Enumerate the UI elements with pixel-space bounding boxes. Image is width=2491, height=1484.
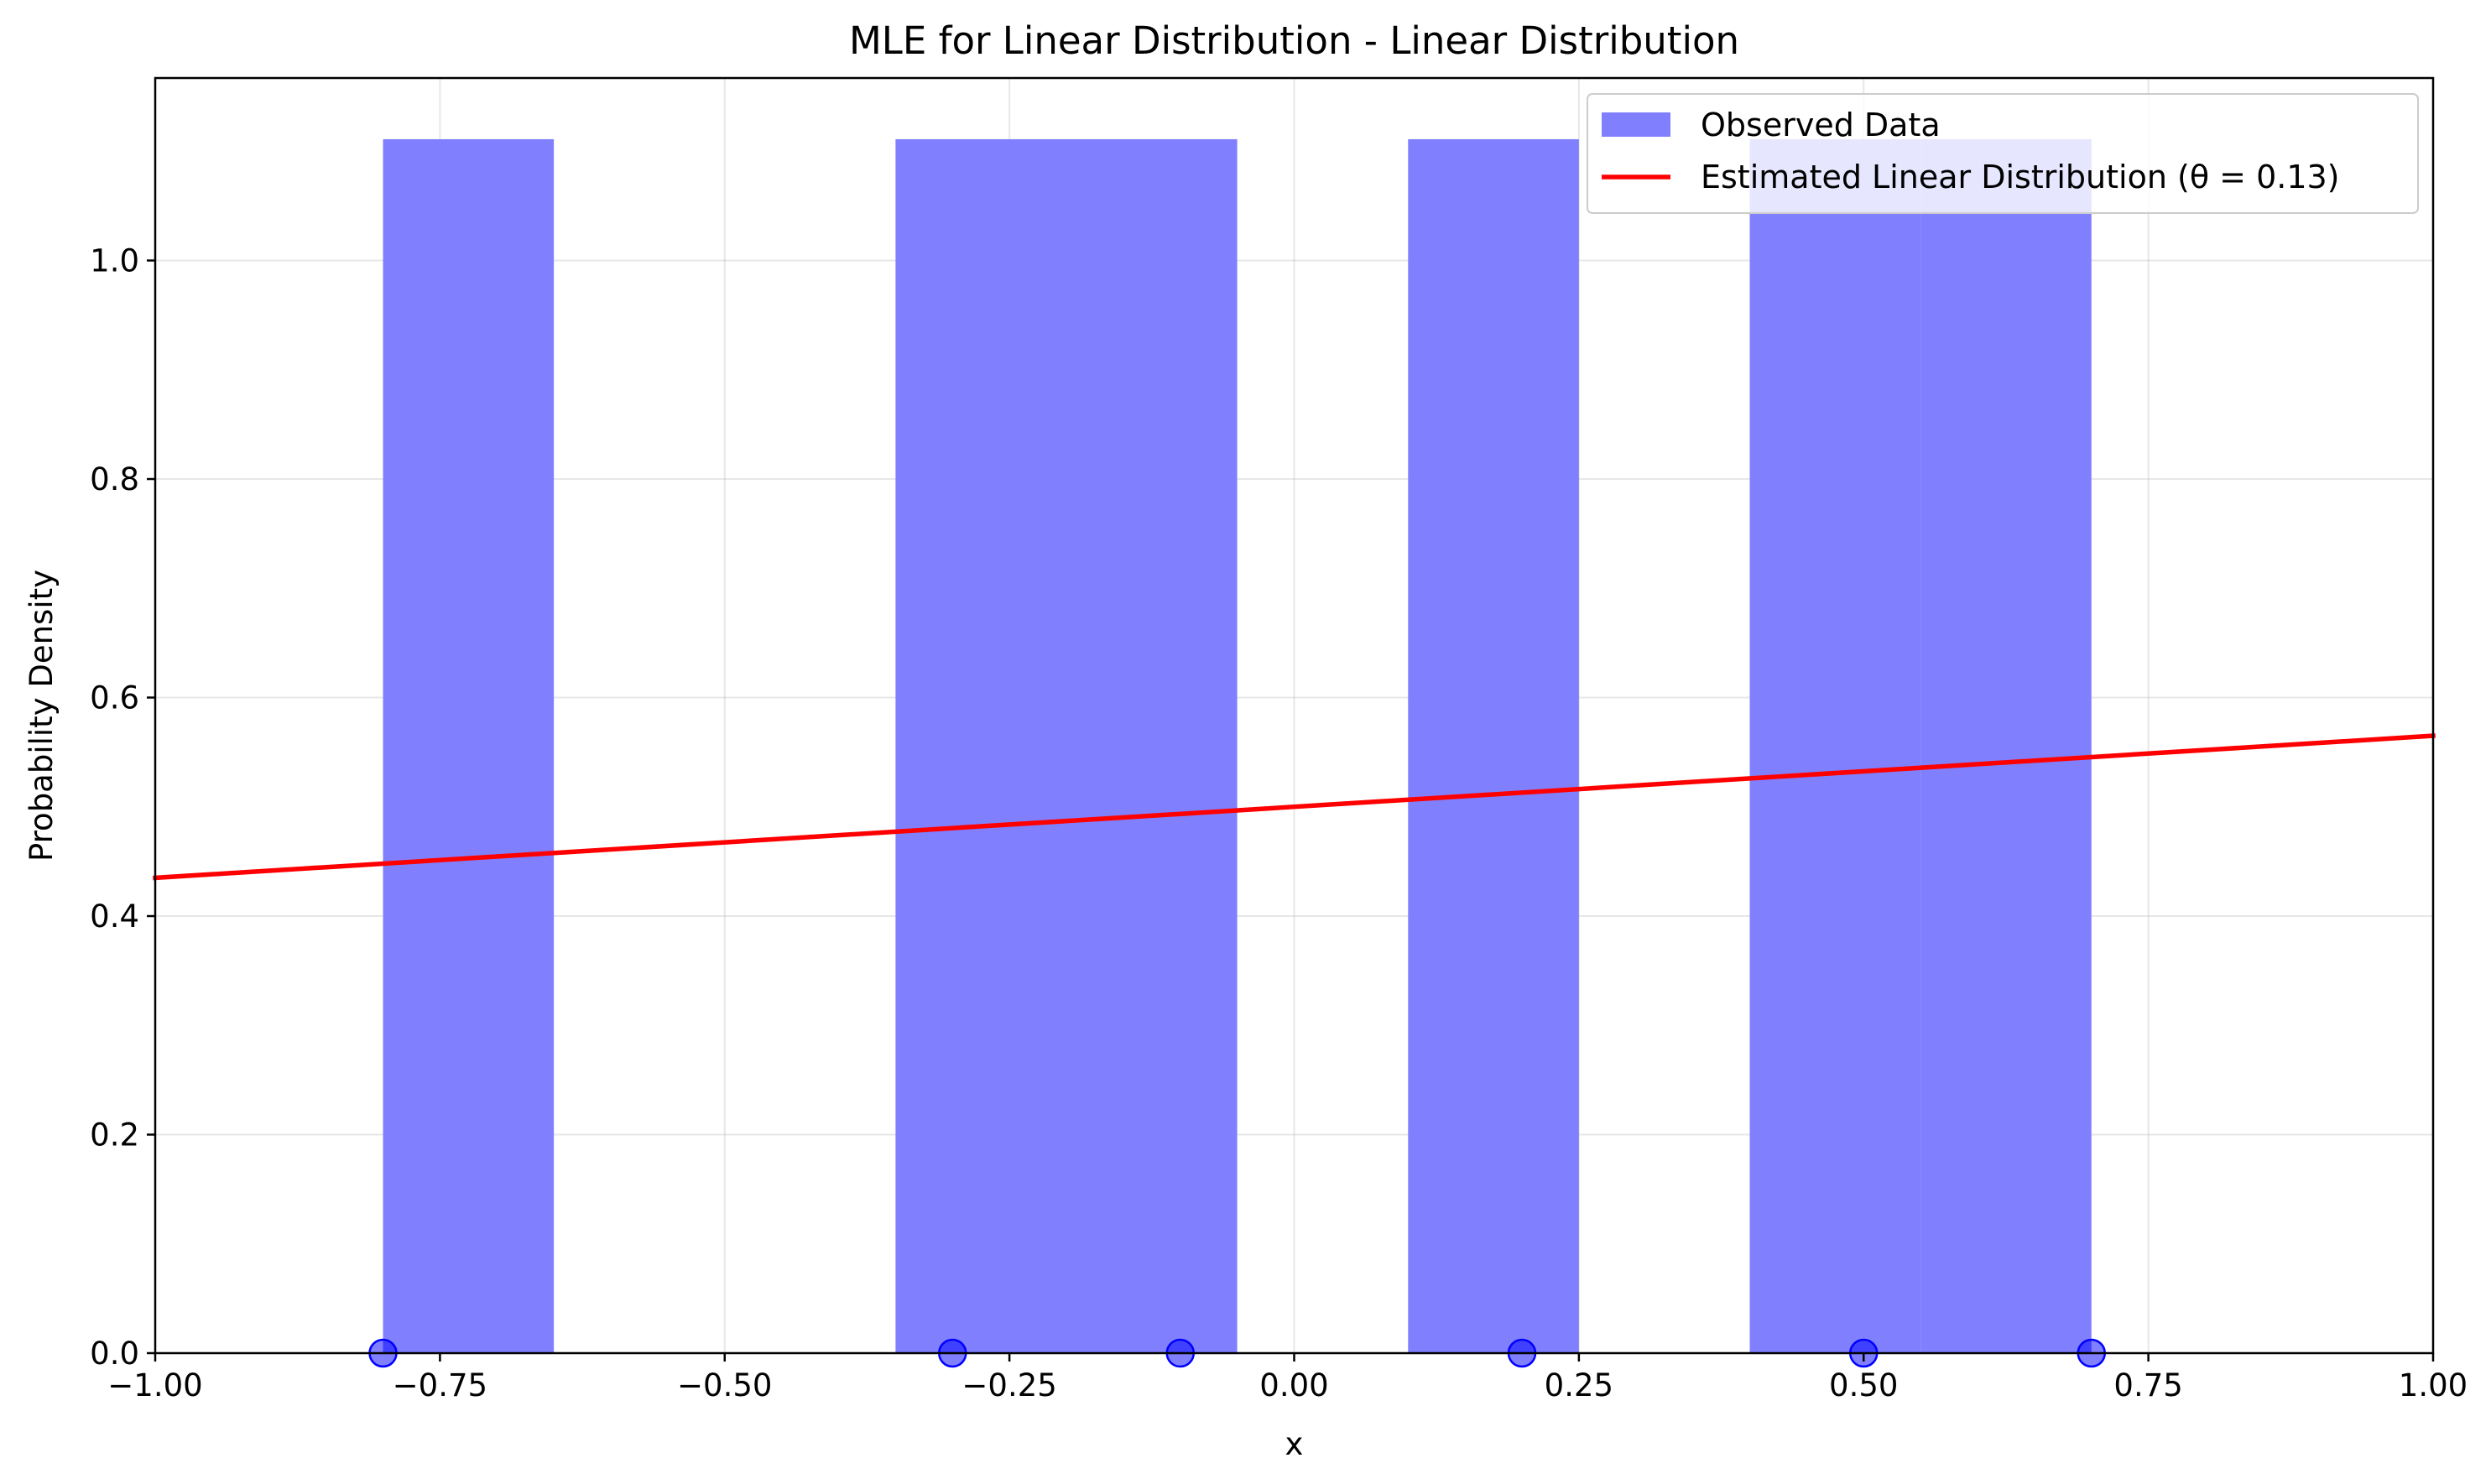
estimated-line: [153, 733, 2436, 881]
legend-box: [1587, 93, 2419, 214]
chart-title: MLE for Linear Distribution - Linear Dis…: [849, 18, 1739, 63]
axis-ticks: −1.00 −0.75 −0.50 −0.25 0.00 0.25 0.50 0.75 1.00…: [90, 243, 2468, 1403]
y-axis-label: Probability Density: [23, 570, 60, 862]
y-tick-label-1: 0.2: [90, 1117, 139, 1153]
y-tick-label-2: 0.4: [90, 898, 139, 935]
x-tick-label-1: −0.75: [393, 1367, 487, 1403]
x-tick-label-2: −0.50: [677, 1367, 772, 1403]
y-tick-label-4: 0.8: [90, 461, 139, 497]
estimated-line-path: [153, 733, 2436, 881]
legend-label-observed-data: Observed Data: [1701, 107, 1941, 143]
histogram-bar-6: [1408, 138, 1579, 1353]
x-tick-label-6: 0.50: [1829, 1367, 1898, 1403]
histogram-bar-0: [383, 138, 555, 1353]
y-tick-label-3: 0.6: [90, 680, 139, 716]
histogram-bars: [383, 138, 2092, 1353]
x-axis-label: x: [1285, 1426, 1304, 1462]
x-tick-label-7: 0.75: [2113, 1367, 2182, 1403]
x-tick-label-4: 0.00: [1259, 1367, 1328, 1403]
legend: Observed Data Estimated Linear Distribut…: [1587, 93, 2419, 214]
histogram-bar-3: [895, 138, 1066, 1353]
histogram-bar-8: [1749, 138, 1921, 1353]
x-tick-label-3: −0.25: [961, 1367, 1056, 1403]
histogram-bar-9: [1920, 138, 2092, 1353]
y-tick-label-0: 0.0: [90, 1336, 139, 1372]
y-tick-label-5: 1.0: [90, 243, 139, 279]
histogram-bar-4: [1066, 138, 1238, 1353]
legend-swatch-observed-data: [1602, 112, 1670, 137]
x-tick-label-5: 0.25: [1545, 1367, 1613, 1403]
x-tick-label-8: 1.00: [2399, 1367, 2468, 1403]
x-tick-label-0: −1.00: [107, 1367, 202, 1403]
legend-label-estimated-line: Estimated Linear Distribution (θ = 0.13): [1701, 159, 2340, 195]
